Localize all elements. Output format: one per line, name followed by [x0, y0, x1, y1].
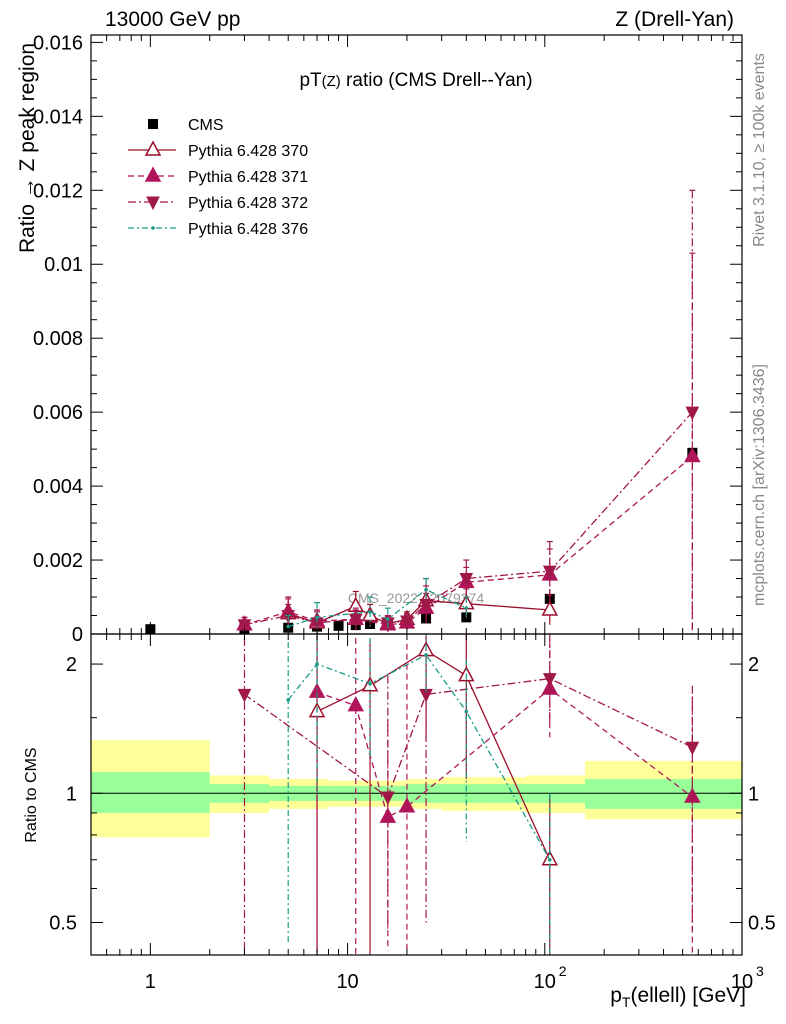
ratio-point	[381, 791, 395, 806]
ratio-point	[368, 681, 372, 686]
data-point	[419, 598, 433, 613]
ratio-point	[286, 698, 291, 702]
x-tick-label: 10	[534, 971, 556, 993]
legend-marker	[144, 166, 162, 182]
legend-entry: CMS	[188, 117, 224, 134]
uncertainty-bands	[91, 740, 742, 838]
ratio-point	[424, 653, 428, 657]
ratio-panel-series	[237, 634, 701, 955]
ratio-y-tick-label: 1	[66, 783, 77, 805]
data-point	[400, 615, 414, 630]
data-point	[348, 613, 363, 628]
ratio-point	[464, 709, 469, 714]
legend-entry: Pythia 6.428 372	[188, 195, 308, 212]
ratio-y-tick-label-right: 1	[748, 783, 759, 805]
series-line	[244, 456, 693, 626]
y-tick-label: 0.016	[33, 32, 83, 54]
ratio-y-tick-label-right: 0.5	[748, 912, 776, 934]
ratio-point	[398, 797, 416, 813]
data-point	[386, 617, 390, 622]
data-point	[368, 610, 372, 614]
data-point	[459, 573, 474, 587]
ratio-series-3	[286, 634, 552, 955]
legend-entry: Pythia 6.428 376	[188, 221, 308, 238]
ratio-point	[315, 662, 319, 666]
data-point	[424, 587, 428, 592]
band-inner	[585, 778, 742, 809]
ratio-point	[237, 688, 252, 703]
series-line	[244, 411, 693, 626]
series-4	[285, 577, 470, 634]
data-point	[684, 446, 701, 463]
ratio-line	[287, 654, 551, 861]
data-point	[685, 406, 700, 421]
header-left: 13000 GeV pp	[105, 8, 241, 31]
axes-layer: 1 10 10 2 10 300.0020.0040.0060.0080.010.0120…	[33, 32, 776, 993]
band-inner	[91, 772, 210, 813]
data-point	[315, 615, 319, 620]
y-tick-label: 0.01	[44, 254, 83, 276]
data-point	[464, 606, 469, 610]
y-tick-label: 0.008	[33, 328, 83, 350]
x-tick-label: 1	[145, 971, 156, 993]
ratio-y-tick-label-right: 2	[748, 654, 759, 676]
legend-marker	[148, 119, 158, 129]
x-tick-label-exponent: 3	[756, 963, 764, 979]
y-tick-label: 0.012	[33, 180, 83, 202]
ratio-line	[316, 688, 693, 819]
y-tick-label: 0	[72, 624, 83, 646]
y-tick-label: 0.006	[33, 402, 83, 424]
data-point	[542, 565, 557, 580]
ratio-y-tick-label: 0.5	[49, 912, 77, 934]
ratio-y-tick-label: 2	[66, 654, 77, 676]
y-tick-label: 0.004	[33, 476, 83, 498]
y-tick-label: 0.014	[33, 106, 83, 128]
x-axis-label: pT(ellell) [GeV]	[610, 984, 746, 1011]
x-tick-label-exponent: 2	[559, 963, 567, 979]
legend-marker	[146, 196, 160, 211]
legend-marker	[151, 226, 155, 230]
data-point	[333, 620, 344, 631]
x-tick-label: 10	[731, 971, 753, 993]
ratio-panel-frame	[90, 633, 743, 956]
ratio-line	[316, 649, 551, 861]
header-right: Z (Drell-Yan)	[615, 8, 734, 31]
ratio-point	[542, 673, 557, 687]
legend: CMS Pythia 6.428 370 Pythia 6.428 371 Pythi…	[128, 117, 308, 238]
series-line	[288, 588, 467, 628]
ratio-point	[547, 857, 552, 862]
ratio-line	[244, 677, 693, 799]
legend-entry: Pythia 6.428 371	[188, 169, 308, 186]
series-layer	[145, 189, 701, 955]
y-tick-label: 0.002	[33, 550, 83, 572]
plot-title: pT(Z) ratio (CMS Drell--Yan)	[299, 70, 533, 91]
x-tick-label: 10	[336, 971, 358, 993]
data-point	[286, 624, 291, 629]
legend-marker	[144, 140, 162, 156]
legend-entry: Pythia 6.428 370	[188, 143, 308, 160]
data-point	[237, 619, 252, 633]
top-panel-series	[145, 189, 701, 634]
ratio-point	[685, 741, 700, 756]
data-point	[541, 600, 559, 616]
ratio-point	[347, 696, 364, 712]
ratio-series-2	[237, 634, 700, 955]
